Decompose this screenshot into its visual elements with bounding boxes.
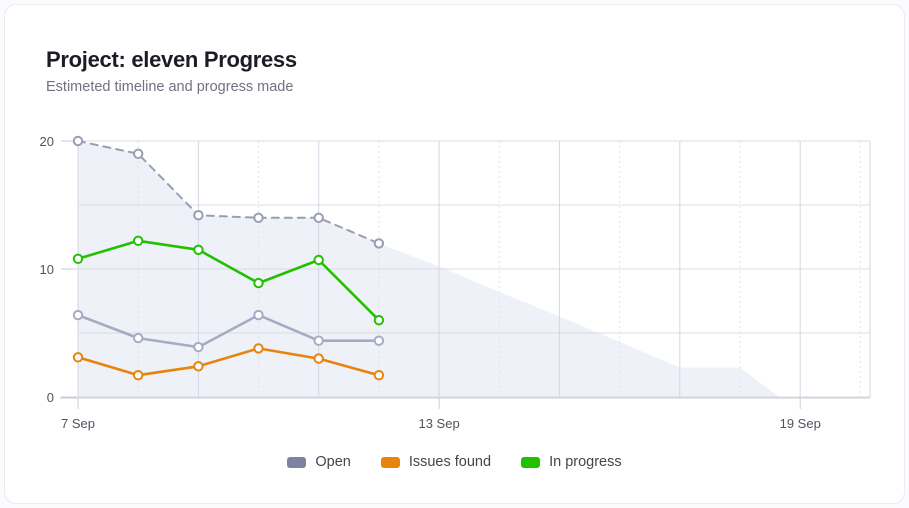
- datapoint-issues-found-2[interactable]: [193, 361, 204, 372]
- datapoint-open-3[interactable]: [253, 309, 264, 321]
- datapoint-in-progress-1[interactable]: [133, 235, 144, 247]
- page-title: Project: eleven Progress: [46, 47, 297, 72]
- x-tick-label-1: 13 Sep: [418, 416, 459, 431]
- datapoint-in-progress-4[interactable]: [313, 254, 324, 266]
- datapoint-issues-found-4[interactable]: [313, 353, 324, 364]
- datapoint-open-1[interactable]: [133, 332, 144, 344]
- datapoint-in-progress-3[interactable]: [253, 277, 264, 289]
- chart-plot-area: 7 Sep 13 Sep 19 Sep 0 10 20: [5, 5, 904, 503]
- x-tick-label-0: 7 Sep: [61, 416, 95, 431]
- datapoint-in-progress-0[interactable]: [72, 253, 84, 265]
- datapoint-in-progress-2[interactable]: [193, 244, 204, 256]
- y-tick-label-20: 20: [40, 134, 54, 149]
- x-tick-label-2: 19 Sep: [780, 416, 821, 431]
- legend-label-open: Open: [315, 454, 351, 470]
- datapoint-issues-found-3[interactable]: [253, 343, 264, 354]
- series-line-in-progress: [76, 239, 381, 322]
- datapoint-ideal-burndown-2[interactable]: [193, 210, 204, 221]
- y-tick-label-0: 0: [47, 390, 54, 405]
- datapoint-open-5[interactable]: [373, 335, 385, 346]
- datapoint-ideal-burndown-1[interactable]: [133, 148, 144, 160]
- series-line-ideal-burndown: [77, 140, 380, 245]
- legend-label-in-progress: In progress: [549, 454, 622, 470]
- datapoint-ideal-burndown-3[interactable]: [253, 212, 264, 224]
- datapoint-ideal-burndown-0[interactable]: [72, 135, 84, 147]
- datapoint-open-0[interactable]: [72, 309, 84, 321]
- line-chart: 7 Sep 13 Sep 19 Sep 0 10 20: [40, 134, 871, 431]
- datapoint-ideal-burndown-4[interactable]: [313, 212, 324, 224]
- legend-swatch-open: [287, 456, 307, 468]
- legend-item-open[interactable]: Open: [287, 454, 351, 470]
- datapoint-issues-found-5[interactable]: [373, 370, 385, 381]
- datapoint-ideal-burndown-5[interactable]: [373, 238, 385, 249]
- datapoint-issues-found-0[interactable]: [72, 352, 84, 363]
- datapoint-in-progress-5[interactable]: [373, 315, 385, 326]
- legend-swatch-in-progress: [521, 456, 541, 468]
- chart-legend: Open Issues found In progress: [5, 454, 904, 470]
- legend-label-issues-found: Issues found: [408, 454, 492, 470]
- y-tick-label-10: 10: [40, 262, 54, 277]
- page-subtitle: Estimeted timeline and progress made: [46, 79, 294, 95]
- datapoint-open-2[interactable]: [193, 341, 204, 353]
- chart-card: Project: eleven Progress Estimeted timel…: [4, 4, 905, 504]
- series-line-issues-found: [76, 347, 381, 377]
- legend-item-in-progress[interactable]: In progress: [521, 454, 622, 470]
- legend-item-issues-found[interactable]: Issues found: [380, 454, 492, 470]
- datapoint-open-4[interactable]: [313, 335, 324, 346]
- datapoint-issues-found-1[interactable]: [133, 370, 144, 381]
- series-line-open: [76, 313, 381, 349]
- legend-swatch-issues-found: [380, 456, 400, 468]
